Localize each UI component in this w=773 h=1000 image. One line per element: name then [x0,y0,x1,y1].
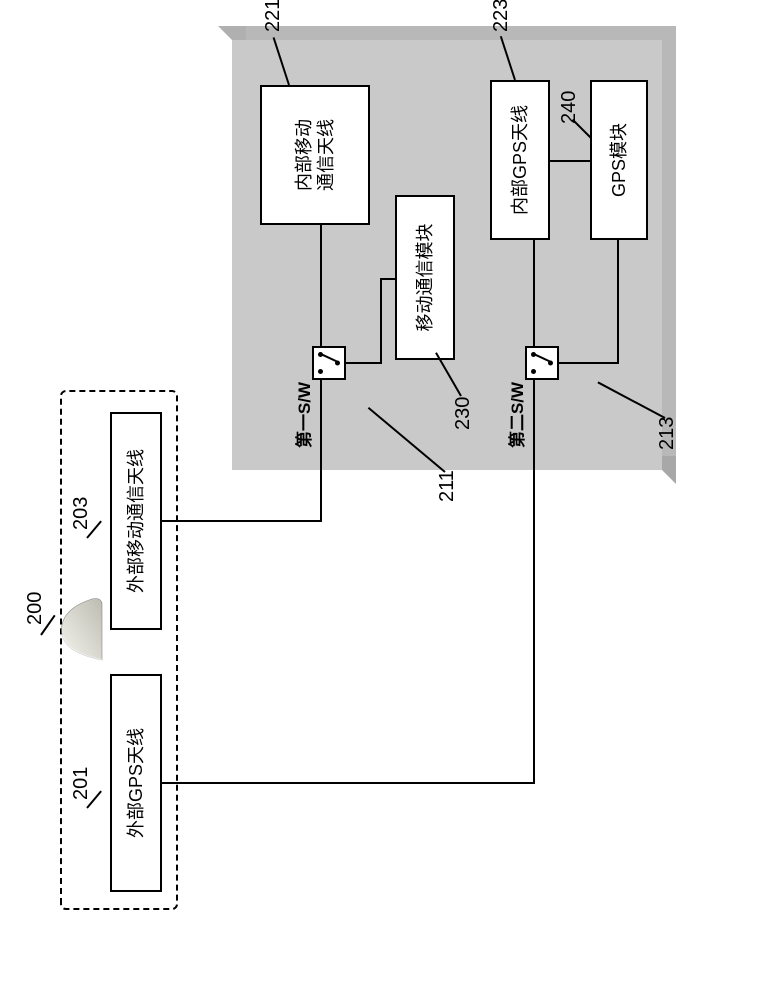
block-label: 内部移动 通信天线 [293,119,338,191]
block-mobile-module: 移动通信模块 [395,195,455,360]
wire [320,378,322,522]
wire [550,160,590,162]
ref-213: 213 [656,417,679,450]
wire [533,378,535,784]
ref-221: 221 [262,0,285,32]
block-label: 移动通信模块 [414,224,437,332]
block-label: 内部GPS天线 [509,105,532,215]
wire [533,238,535,346]
ref-240: 240 [558,91,581,124]
ref-200: 200 [24,592,47,625]
ref-201: 201 [70,767,93,800]
block-gps-module: GPS模块 [590,80,648,240]
wire [617,238,619,364]
diagram-canvas: 外部GPS天线 外部移动通信天线 内部移动 通信天线 移动通信模块 内部GPS天… [0,227,773,1000]
wire [380,278,397,280]
wire [320,225,322,346]
wire [162,782,533,784]
block-int-mobile-antenna: 内部移动 通信天线 [260,85,370,225]
wire [559,362,619,364]
ref-203: 203 [70,497,93,530]
wire [162,520,320,522]
switch-2 [525,346,559,380]
block-ext-mobile-antenna: 外部移动通信天线 [110,412,162,630]
block-label: 外部移动通信天线 [125,449,148,593]
ref-230: 230 [452,397,475,430]
block-label: GPS模块 [608,123,631,197]
ref-211: 211 [436,470,459,502]
block-ext-gps-antenna: 外部GPS天线 [110,674,162,892]
sharkfin-antenna-icon [58,595,106,665]
block-int-gps-antenna: 内部GPS天线 [490,80,550,240]
wire [380,278,382,364]
switch-2-label: 第二S/W [503,382,528,448]
block-label: 外部GPS天线 [125,728,148,838]
ref-223: 223 [490,0,513,32]
switch-1-label: 第一S/W [290,382,315,448]
wire [346,362,380,364]
switch-1 [312,346,346,380]
